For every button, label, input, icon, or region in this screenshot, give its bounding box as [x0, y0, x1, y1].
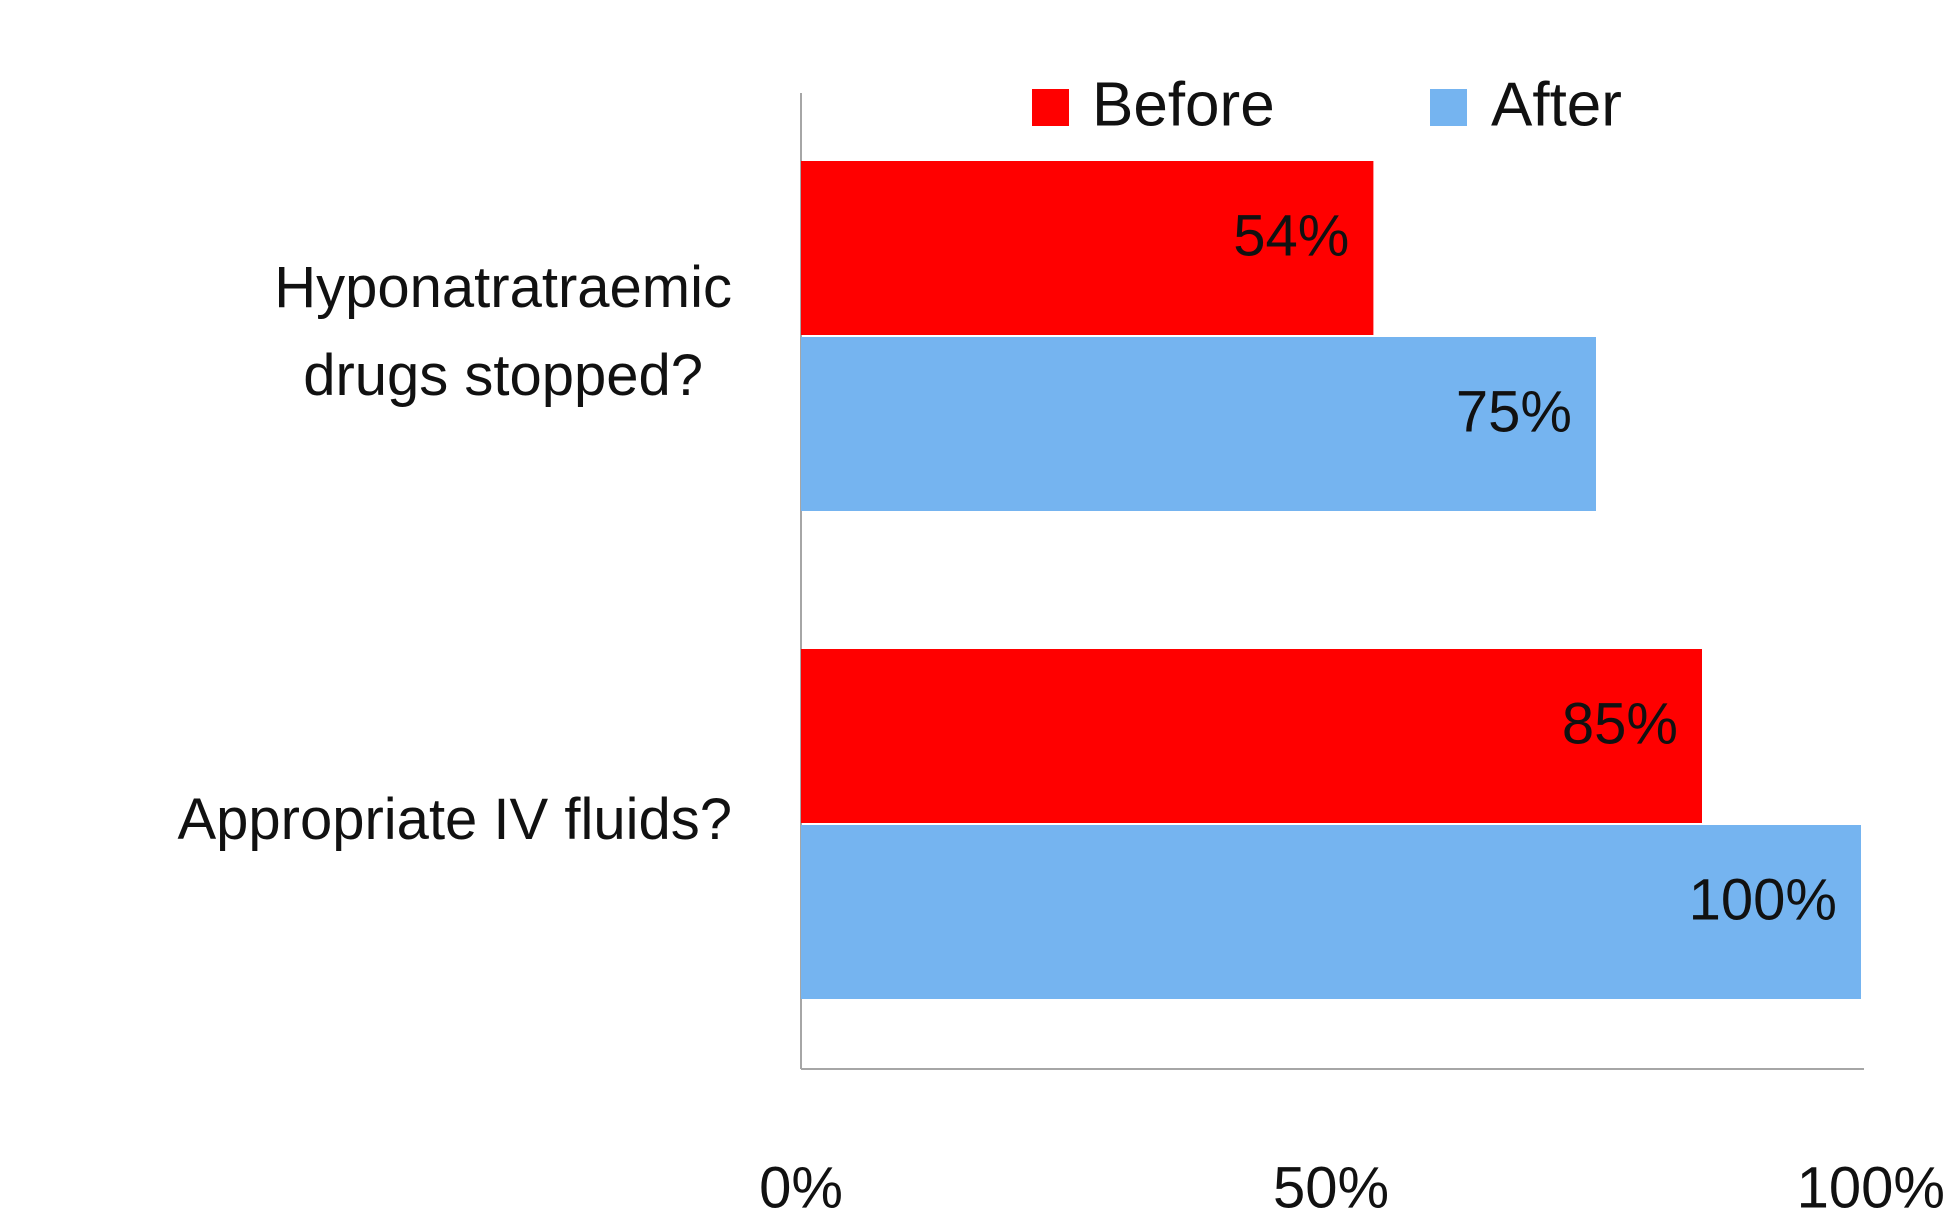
category-label: Appropriate IV fluids?	[177, 787, 732, 852]
bar	[801, 649, 1702, 823]
category-label-line: Appropriate IV fluids?	[177, 787, 732, 852]
bar	[801, 825, 1861, 999]
bar	[801, 337, 1596, 511]
legend-label: Before	[1092, 70, 1275, 139]
legend-swatch	[1430, 89, 1467, 126]
value-label: 54%	[1233, 203, 1349, 268]
legend-label: After	[1491, 70, 1622, 139]
x-tick-label: 100%	[1797, 1155, 1945, 1220]
value-label: 100%	[1689, 867, 1837, 932]
legend-swatch	[1032, 89, 1069, 126]
category-label-line: drugs stopped?	[303, 343, 703, 408]
value-label: 85%	[1562, 691, 1678, 756]
category-label-line: Hyponatratraemic	[274, 255, 732, 320]
x-tick-label: 50%	[1273, 1155, 1389, 1220]
category-label: Hyponatratraemic drugs stopped?	[274, 255, 732, 408]
x-tick-label: 0%	[759, 1155, 843, 1220]
value-label: 75%	[1456, 379, 1572, 444]
bar	[801, 161, 1374, 335]
